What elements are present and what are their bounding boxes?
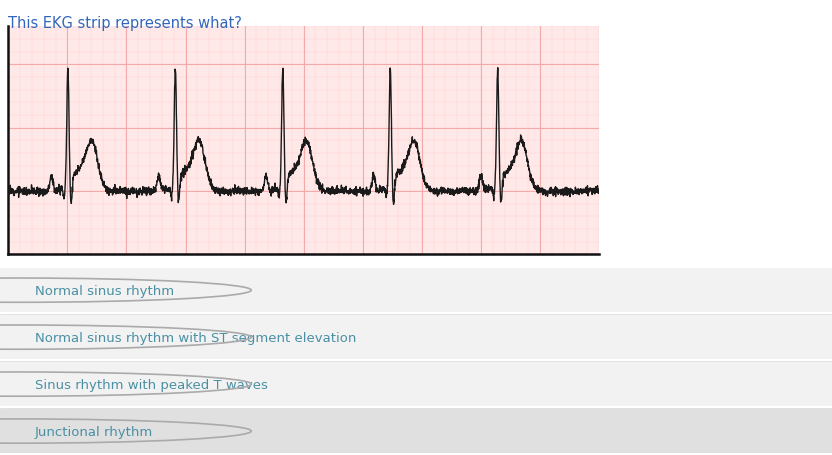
Text: Junctional rhythm: Junctional rhythm <box>35 425 153 438</box>
Text: Normal sinus rhythm with ST segment elevation: Normal sinus rhythm with ST segment elev… <box>35 331 356 344</box>
Text: This EKG strip represents what?: This EKG strip represents what? <box>8 16 242 31</box>
Text: Sinus rhythm with peaked T waves: Sinus rhythm with peaked T waves <box>35 378 268 391</box>
Text: Normal sinus rhythm: Normal sinus rhythm <box>35 284 174 297</box>
